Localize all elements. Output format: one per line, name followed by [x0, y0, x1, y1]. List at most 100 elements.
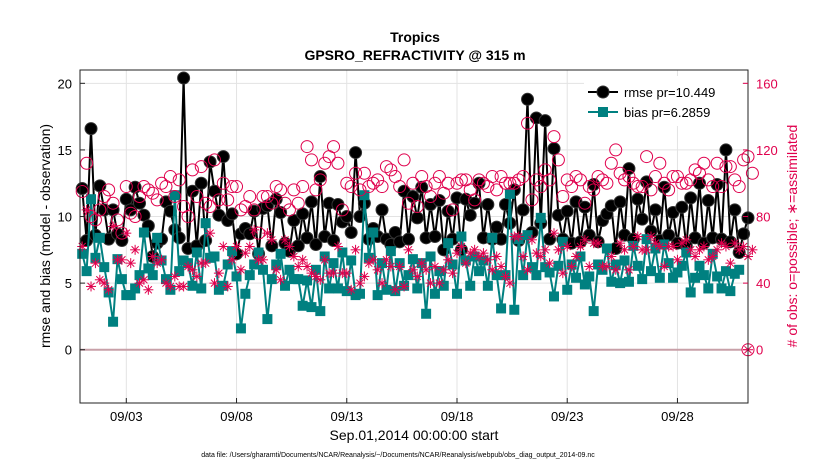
- bias-point: [522, 230, 533, 241]
- possible-obs-point: [327, 140, 341, 154]
- possible-obs-point: [551, 153, 565, 167]
- possible-obs-point: [199, 196, 213, 210]
- bias-point: [328, 258, 339, 269]
- footnote: data file: /Users/gharamti/Documents/NCA…: [201, 452, 595, 459]
- y2-tick-label: 80: [756, 210, 770, 225]
- assimilated-obs-point: [535, 251, 546, 262]
- bias-point: [169, 190, 180, 201]
- rmse-point: [124, 203, 138, 217]
- legend-marker-bias: [598, 107, 608, 117]
- bias-point: [346, 255, 357, 266]
- rmse-point: [468, 196, 482, 210]
- legend-label: bias pr=6.2859: [624, 105, 710, 120]
- assimilated-obs-point: [712, 244, 723, 255]
- bias-point: [86, 194, 97, 205]
- bias-point: [434, 266, 445, 277]
- bias-point: [632, 260, 643, 271]
- assimilated-obs-point: [332, 241, 343, 252]
- assimilated-obs-point: [385, 261, 396, 272]
- possible-obs-point: [93, 203, 107, 217]
- assimilated-obs-point: [478, 248, 489, 259]
- bias-point: [385, 246, 396, 257]
- rmse-point: [194, 176, 208, 190]
- assimilated-obs-point: [610, 264, 621, 275]
- possible-obs-point: [604, 156, 618, 170]
- possible-obs-point: [706, 180, 720, 194]
- possible-obs-point: [573, 173, 587, 187]
- possible-obs-point: [106, 196, 120, 210]
- x-tick-label: 09/28: [661, 409, 694, 424]
- possible-obs-point: [375, 180, 389, 194]
- assimilated-obs-point: [729, 238, 740, 249]
- bias-point: [421, 308, 432, 319]
- rmse-point: [737, 227, 751, 241]
- possible-obs-point: [353, 183, 367, 197]
- possible-obs-point: [512, 173, 526, 187]
- assimilated-obs-point: [231, 241, 242, 252]
- possible-obs-point: [291, 196, 305, 210]
- rmse-point: [481, 198, 495, 212]
- rmse-point: [274, 206, 288, 220]
- possible-obs-point: [141, 183, 155, 197]
- possible-obs-point: [476, 176, 490, 190]
- assimilated-obs-point: [209, 278, 220, 289]
- bias-point: [196, 283, 207, 294]
- rmse-point: [463, 208, 477, 222]
- possible-obs-point: [648, 170, 662, 184]
- assimilated-obs-point: [293, 261, 304, 272]
- bias-point: [138, 227, 149, 238]
- assimilated-obs-point: [720, 241, 731, 252]
- bias-point: [187, 280, 198, 291]
- bias-point: [372, 290, 383, 301]
- bias-point: [720, 266, 731, 277]
- assimilated-obs-point: [672, 254, 683, 265]
- possible-obs-point: [485, 170, 499, 184]
- possible-obs-point: [701, 173, 715, 187]
- possible-obs-point: [331, 156, 345, 170]
- possible-obs-point: [626, 176, 640, 190]
- possible-obs-point: [697, 156, 711, 170]
- possible-obs-point: [185, 163, 199, 177]
- bias-point: [306, 302, 317, 313]
- assimilated-obs-point: [734, 244, 745, 255]
- assimilated-obs-point: [240, 248, 251, 259]
- assimilated-obs-point: [81, 204, 92, 215]
- assimilated-obs-point: [416, 258, 427, 269]
- rmse-point: [613, 195, 627, 209]
- possible-obs-point: [221, 193, 235, 207]
- possible-obs-point: [468, 193, 482, 207]
- bias-point: [716, 283, 727, 294]
- assimilated-obs-point: [601, 261, 612, 272]
- assimilated-obs-point: [500, 271, 511, 282]
- possible-obs-point: [525, 193, 539, 207]
- assimilated-obs-point: [235, 264, 246, 275]
- possible-obs-point: [490, 183, 504, 197]
- bias-point: [579, 279, 590, 290]
- rmse-point: [349, 146, 363, 160]
- bias-point: [615, 278, 626, 289]
- possible-obs-point: [146, 186, 160, 200]
- possible-obs-point: [644, 183, 658, 197]
- assimilated-obs-point: [593, 238, 604, 249]
- possible-obs-point: [340, 176, 354, 190]
- possible-obs-point: [432, 170, 446, 184]
- possible-obs-point: [406, 176, 420, 190]
- assimilated-obs-point: [615, 238, 626, 249]
- possible-obs-point: [247, 203, 261, 217]
- bias-point: [734, 264, 745, 275]
- bias-point: [443, 238, 454, 249]
- assimilated-obs-point: [346, 284, 357, 295]
- assimilated-obs-point: [579, 234, 590, 245]
- possible-obs-point: [662, 183, 676, 197]
- possible-obs-point: [384, 163, 398, 177]
- possible-obs-point: [728, 173, 742, 187]
- assimilated-obs-point: [341, 268, 352, 279]
- possible-obs-point: [137, 180, 151, 194]
- possible-obs-point: [366, 176, 380, 190]
- assimilated-obs-point: [130, 244, 141, 255]
- possible-obs-point: [715, 180, 729, 194]
- possible-obs-point: [534, 180, 548, 194]
- possible-obs-point: [635, 180, 649, 194]
- bias-point: [698, 270, 709, 281]
- rmse-point: [578, 200, 592, 214]
